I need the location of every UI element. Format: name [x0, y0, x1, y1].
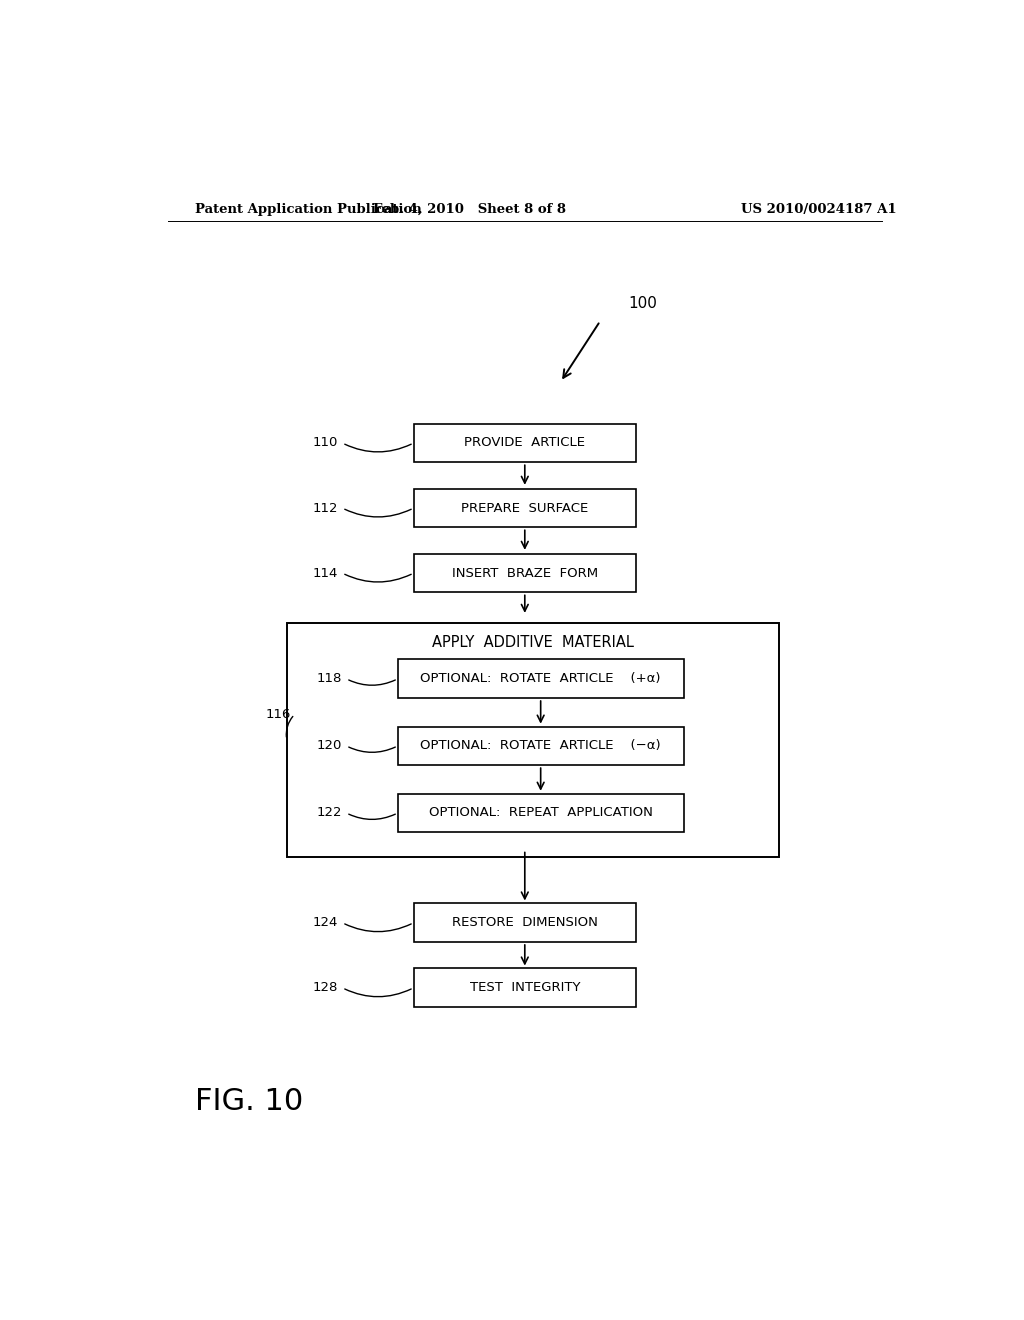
Text: OPTIONAL:  REPEAT  APPLICATION: OPTIONAL: REPEAT APPLICATION: [429, 807, 652, 820]
Text: 122: 122: [316, 807, 342, 820]
Text: PROVIDE  ARTICLE: PROVIDE ARTICLE: [464, 437, 586, 450]
Text: Feb. 4, 2010   Sheet 8 of 8: Feb. 4, 2010 Sheet 8 of 8: [373, 203, 565, 215]
Text: FIG. 10: FIG. 10: [196, 1088, 304, 1117]
Bar: [414, 969, 636, 1007]
Text: INSERT  BRAZE  FORM: INSERT BRAZE FORM: [452, 566, 598, 579]
Bar: [397, 660, 684, 698]
Text: APPLY  ADDITIVE  MATERIAL: APPLY ADDITIVE MATERIAL: [432, 635, 634, 649]
Text: Patent Application Publication: Patent Application Publication: [196, 203, 422, 215]
Text: US 2010/0024187 A1: US 2010/0024187 A1: [740, 203, 896, 215]
Text: 112: 112: [312, 502, 338, 515]
Text: 114: 114: [313, 566, 338, 579]
Bar: [397, 793, 684, 833]
Text: RESTORE  DIMENSION: RESTORE DIMENSION: [452, 916, 598, 929]
Text: OPTIONAL:  ROTATE  ARTICLE    (−α): OPTIONAL: ROTATE ARTICLE (−α): [421, 739, 660, 752]
Text: 120: 120: [316, 739, 342, 752]
Text: TEST  INTEGRITY: TEST INTEGRITY: [470, 981, 580, 994]
Text: PREPARE  SURFACE: PREPARE SURFACE: [461, 502, 589, 515]
Text: 118: 118: [316, 672, 342, 685]
Bar: [414, 554, 636, 593]
Text: 100: 100: [628, 296, 656, 312]
Text: OPTIONAL:  ROTATE  ARTICLE    (+α): OPTIONAL: ROTATE ARTICLE (+α): [421, 672, 660, 685]
Bar: [397, 726, 684, 766]
Text: 128: 128: [313, 981, 338, 994]
Text: 116: 116: [265, 708, 291, 721]
Bar: [414, 903, 636, 942]
Text: 110: 110: [313, 437, 338, 450]
Bar: [287, 623, 779, 857]
Bar: [414, 424, 636, 462]
Bar: [414, 488, 636, 528]
Text: 124: 124: [313, 916, 338, 929]
